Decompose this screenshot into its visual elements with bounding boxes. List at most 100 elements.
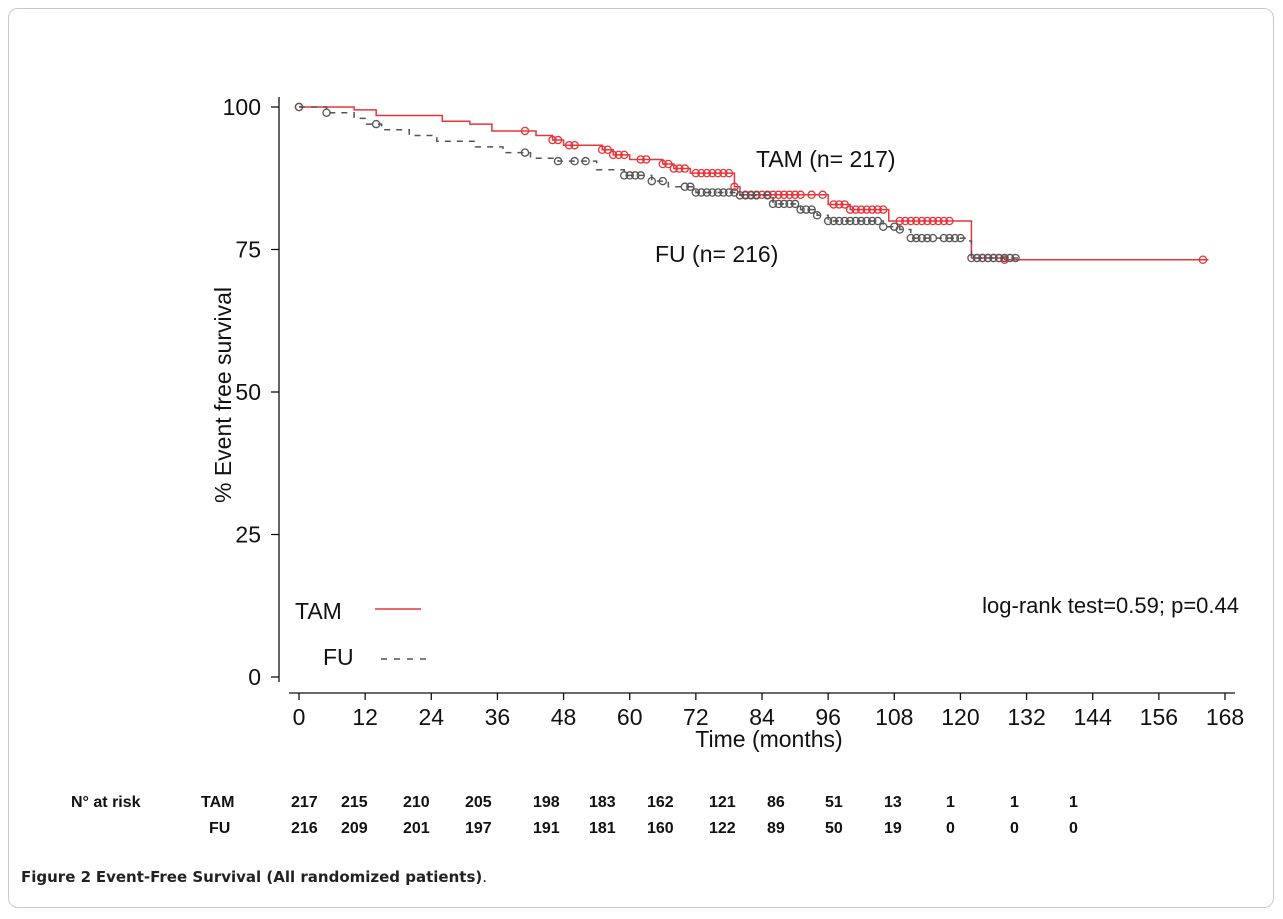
censor-mark-tam [774, 190, 783, 200]
censor-mark-tam [664, 159, 673, 169]
censor-mark-fu [686, 182, 695, 192]
censor-mark-fu [867, 216, 877, 226]
tam-series-label: TAM (n= 217) [756, 146, 896, 172]
censor-mark-tam [934, 216, 943, 226]
censor-mark-fu [967, 253, 976, 263]
censor-mark-tam [669, 164, 679, 173]
series-line-tam [299, 106, 1209, 261]
censor-mark-tam [895, 216, 905, 226]
censor-mark-tam [906, 216, 916, 226]
legend-label-tam: TAM [295, 598, 342, 624]
censor-mark-fu [322, 108, 331, 117]
at-risk-cell: 13 [884, 794, 902, 811]
censor-mark-tam [636, 155, 645, 164]
curves [294, 102, 1209, 265]
censor-mark-tam [901, 216, 910, 226]
censor-mark-fu [625, 171, 634, 180]
censor-mark-fu [801, 205, 811, 214]
censor-mark-tam [702, 168, 712, 178]
censor-mark-tam [818, 190, 827, 200]
figure-frame: 0 25 50 75 100 0 12 24 36 48 60 72 84 96 108 120 132 144 1… [8, 8, 1274, 908]
censor-mark-tam [912, 216, 921, 226]
logrank-annotation: log-rank test=0.59; p=0.44 [982, 593, 1239, 618]
at-risk-cell: 0 [946, 820, 955, 837]
censor-mark-tam [834, 200, 844, 209]
censor-mark-fu [923, 233, 932, 243]
x-tick-label: 96 [815, 704, 841, 730]
censor-mark-tam [845, 205, 855, 214]
censor-mark-fu [851, 216, 860, 226]
x-tick-label: 60 [617, 704, 643, 730]
censor-mark-fu [823, 216, 833, 226]
at-risk-cell: 122 [709, 820, 736, 837]
censor-mark-fu [735, 191, 745, 200]
censor-mark-tam [708, 168, 717, 178]
censor-mark-fu [796, 205, 805, 214]
censor-mark-tam [1198, 255, 1208, 265]
censor-mark-fu [768, 199, 778, 209]
censor-mark-fu [724, 188, 734, 197]
censor-mark-fu [630, 171, 640, 180]
legend-label-fu: FU [323, 644, 354, 670]
censor-mark-tam [719, 168, 728, 178]
x-axis-label: Time (months) [695, 726, 842, 752]
censor-mark-fu [570, 156, 579, 166]
at-risk-cell: 0 [1069, 820, 1078, 837]
censor-mark-fu [520, 148, 530, 157]
censor-mark-tam [779, 190, 789, 200]
y-tick-label: 100 [223, 94, 261, 120]
censor-mark-fu [983, 253, 993, 263]
censor-mark-fu [840, 216, 849, 226]
at-risk-cell: 210 [403, 794, 430, 811]
censor-mark-tam [790, 190, 800, 200]
at-risk-cell: 1 [1010, 794, 1019, 811]
censor-mark-tam [796, 190, 805, 200]
censor-mark-fu [619, 171, 629, 180]
series-line-fu [299, 106, 1022, 259]
censor-mark-tam [713, 168, 723, 178]
legend: TAM FU [295, 598, 429, 670]
at-risk-table: N° at risk TAM 217 215 210 205 198 183 162 121 86 5… [71, 794, 1078, 837]
y-tick-label: 25 [235, 522, 261, 548]
censor-mark-tam [840, 200, 849, 209]
y-tick-label: 75 [235, 237, 261, 263]
caption-tail: . [482, 868, 488, 886]
x-tick-label: 132 [1007, 704, 1045, 730]
censor-mark-fu [581, 156, 590, 166]
censor-mark-fu [807, 205, 816, 214]
x-tick-label: 120 [941, 704, 979, 730]
censor-mark-fu [1000, 253, 1009, 263]
censor-mark-fu [978, 253, 987, 263]
censor-mark-fu [950, 233, 960, 243]
at-risk-row-name: TAM [201, 794, 234, 811]
censor-mark-tam [564, 140, 574, 150]
censor-mark-fu [647, 176, 657, 186]
labels: % Event free survival Time (months) TAM … [210, 146, 1239, 752]
at-risk-cell: 197 [465, 820, 492, 837]
figure-caption: Figure 2 Event-Free Survival (All random… [21, 868, 487, 886]
at-risk-cell: 183 [589, 794, 616, 811]
at-risk-cell: 181 [589, 820, 616, 837]
censor-mark-fu [912, 233, 921, 243]
censor-mark-tam [785, 190, 794, 200]
censor-mark-tam [867, 205, 877, 214]
at-risk-cell: 51 [825, 794, 843, 811]
censor-mark-tam [851, 205, 860, 214]
x-tick-label: 156 [1140, 704, 1178, 730]
censor-mark-fu [697, 188, 706, 197]
at-risk-cell: 162 [647, 794, 674, 811]
censor-mark-fu [994, 253, 1004, 263]
censor-mark-tam [553, 135, 563, 145]
censor-mark-tam [619, 150, 629, 160]
x-tick-label: 108 [875, 704, 913, 730]
at-risk-cell: 121 [709, 794, 736, 811]
censor-mark-fu [752, 191, 761, 200]
at-risk-cell: 216 [291, 820, 318, 837]
censor-mark-tam [570, 140, 579, 150]
at-risk-cell: 50 [825, 820, 843, 837]
censor-mark-tam [697, 168, 706, 178]
censor-mark-fu [553, 156, 563, 166]
fu-series-label: FU (n= 216) [655, 241, 778, 267]
censor-mark-fu [879, 222, 888, 231]
